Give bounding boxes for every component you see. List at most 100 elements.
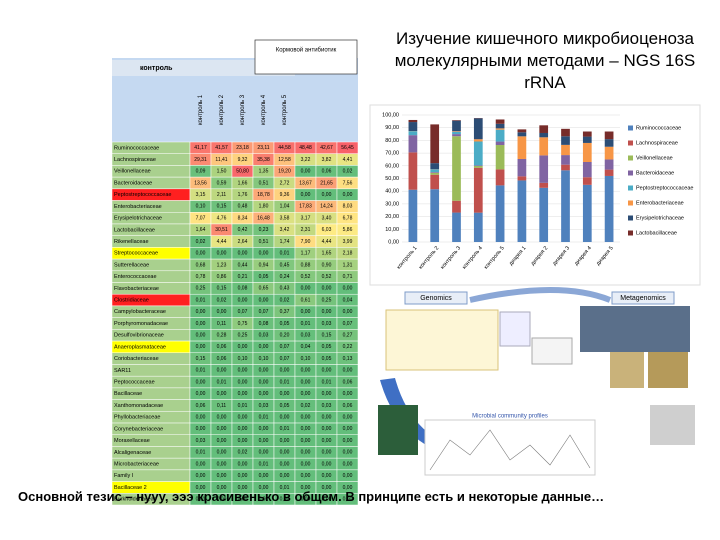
cell: 0,00 — [259, 426, 269, 432]
cell: 0,02 — [217, 297, 227, 303]
cell: 0,23 — [259, 227, 269, 233]
cell: 1,23 — [217, 262, 227, 268]
bar-segment — [604, 146, 614, 160]
row-name: Coriobacteriaceae — [114, 356, 159, 362]
cell: 0,00 — [280, 391, 290, 397]
cell: 0,43 — [280, 286, 290, 292]
cell: 0,00 — [238, 485, 248, 491]
legend-label: Bacteroidaceae — [636, 170, 674, 176]
cell: 0,00 — [217, 461, 227, 467]
cell: 0,28 — [217, 333, 227, 339]
cell: 18,78 — [257, 192, 270, 198]
legend-swatch — [628, 170, 633, 176]
cell: 0,01 — [280, 251, 290, 257]
cell: 0,05 — [259, 274, 269, 280]
bar-segment — [495, 129, 505, 142]
cell: 0,00 — [259, 450, 269, 456]
bar-segment — [430, 172, 440, 173]
genomics-label: Genomics — [420, 295, 452, 302]
cell: 0,00 — [322, 192, 332, 198]
cell: 0,00 — [217, 368, 227, 374]
cell: 6,03 — [322, 227, 332, 233]
cell: 0,01 — [259, 496, 269, 502]
cell: 0,51 — [259, 239, 269, 245]
legend-label: Veillonellaceae — [636, 155, 673, 161]
cell: 0,45 — [280, 262, 290, 268]
cell: 0,00 — [217, 496, 227, 502]
cell: 1,74 — [280, 239, 290, 245]
cell: 0,00 — [259, 391, 269, 397]
cell: 0,00 — [217, 415, 227, 421]
sample-box — [531, 337, 573, 365]
bar-segment — [495, 185, 505, 242]
row-name: Porphyromonadaceae — [114, 321, 168, 327]
y-tick-label: 10,00 — [385, 227, 399, 233]
cell: 0,00 — [217, 485, 227, 491]
y-tick-label: 0,00 — [388, 239, 399, 245]
note-box — [254, 39, 358, 75]
sequencing-image — [648, 352, 688, 388]
cell: 0,20 — [280, 333, 290, 339]
cell: 4,76 — [217, 215, 227, 221]
cell: 0,00 — [259, 344, 269, 350]
cell: 0,00 — [301, 368, 311, 374]
y-tick-label: 90,00 — [385, 125, 399, 131]
cell: 0,04 — [343, 297, 353, 303]
bar-segment — [473, 141, 483, 166]
bar-segment — [561, 144, 570, 156]
bar-segment — [539, 187, 549, 242]
legend-swatch — [628, 155, 633, 161]
cell: 0,07 — [343, 321, 353, 327]
cell: 8,34 — [238, 215, 248, 221]
cell: 0,00 — [280, 438, 290, 444]
cell: 0,02 — [196, 239, 206, 245]
cell: 1,80 — [259, 204, 269, 210]
bar-segment — [473, 118, 483, 140]
cell: 0,10 — [301, 356, 311, 362]
cell: 3,15 — [196, 192, 206, 198]
cell: 0,00 — [322, 438, 332, 444]
metagenomics-label: Metagenomics — [620, 295, 666, 302]
row-name: Flavobacteriaceae — [114, 286, 159, 292]
cell: 0,00 — [217, 251, 227, 257]
bar-segment — [517, 158, 527, 177]
cell: 0,86 — [217, 274, 227, 280]
cell: 0,52 — [322, 274, 332, 280]
cell: 0,00 — [196, 426, 206, 432]
profile-trace — [429, 429, 591, 471]
cell: 0,00 — [196, 461, 206, 467]
row-name: Campylobacteraceae — [114, 309, 166, 315]
legend-label: Lachnospiraceae — [636, 140, 678, 146]
bar-segment — [473, 165, 483, 167]
bar-segment — [604, 169, 614, 176]
cell: 0,00 — [259, 438, 269, 444]
cell: 6,78 — [343, 215, 353, 221]
cell: 0,10 — [259, 356, 269, 362]
cell: 0,01 — [238, 403, 248, 409]
cell: 0,00 — [301, 286, 311, 292]
cell: 13,56 — [194, 180, 207, 186]
cell: 0,06 — [196, 403, 206, 409]
row-name: Lactobacillaceae — [114, 227, 155, 233]
cell: 0,00 — [217, 473, 227, 479]
bar-segment — [604, 139, 614, 147]
cell: 0,03 — [301, 333, 311, 339]
row-name: Peptostreptococcaceae — [114, 192, 171, 198]
cell: 2,72 — [280, 180, 290, 186]
cell: 0,00 — [301, 426, 311, 432]
cell: 0,01 — [217, 379, 227, 385]
cell: 0,00 — [217, 309, 227, 315]
cell: 0,68 — [196, 262, 206, 268]
cell: 0,24 — [280, 274, 290, 280]
cell: 0,01 — [196, 297, 206, 303]
cell: 0,00 — [343, 391, 353, 397]
cell: 0,00 — [196, 251, 206, 257]
cell: 1,17 — [301, 251, 311, 257]
cell: 7,07 — [196, 215, 206, 221]
cell: 0,71 — [343, 274, 353, 280]
profiles-label: Microbial community profiles — [472, 414, 548, 420]
cell: 1,35 — [259, 169, 269, 175]
cell: 0,00 — [343, 309, 353, 315]
cell: 0,05 — [322, 356, 332, 362]
cell: 0,00 — [343, 450, 353, 456]
